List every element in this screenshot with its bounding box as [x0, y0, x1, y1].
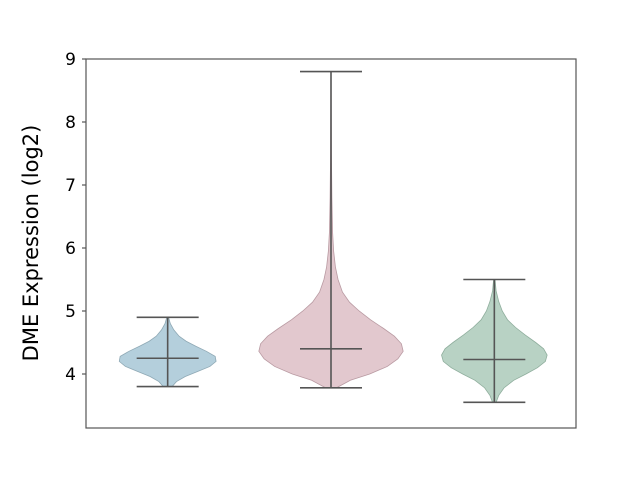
violins-group — [118, 70, 548, 404]
axes-group: 4 5 6 7 8 9 — [65, 50, 577, 429]
y-tick-label-9: 9 — [65, 50, 76, 70]
y-tick-label-6: 6 — [65, 239, 76, 259]
y-tick-label-4: 4 — [65, 365, 76, 385]
y-tick-label-8: 8 — [65, 113, 76, 133]
y-tick-label-5: 5 — [65, 302, 76, 322]
axes-frame — [85, 58, 577, 429]
y-tick-label-7: 7 — [65, 176, 76, 196]
y-axis-label: DME Expression (log2) — [19, 125, 43, 362]
violin-body-1 — [118, 316, 217, 388]
violin-body-2 — [258, 70, 404, 389]
violin-body-3 — [441, 278, 548, 404]
